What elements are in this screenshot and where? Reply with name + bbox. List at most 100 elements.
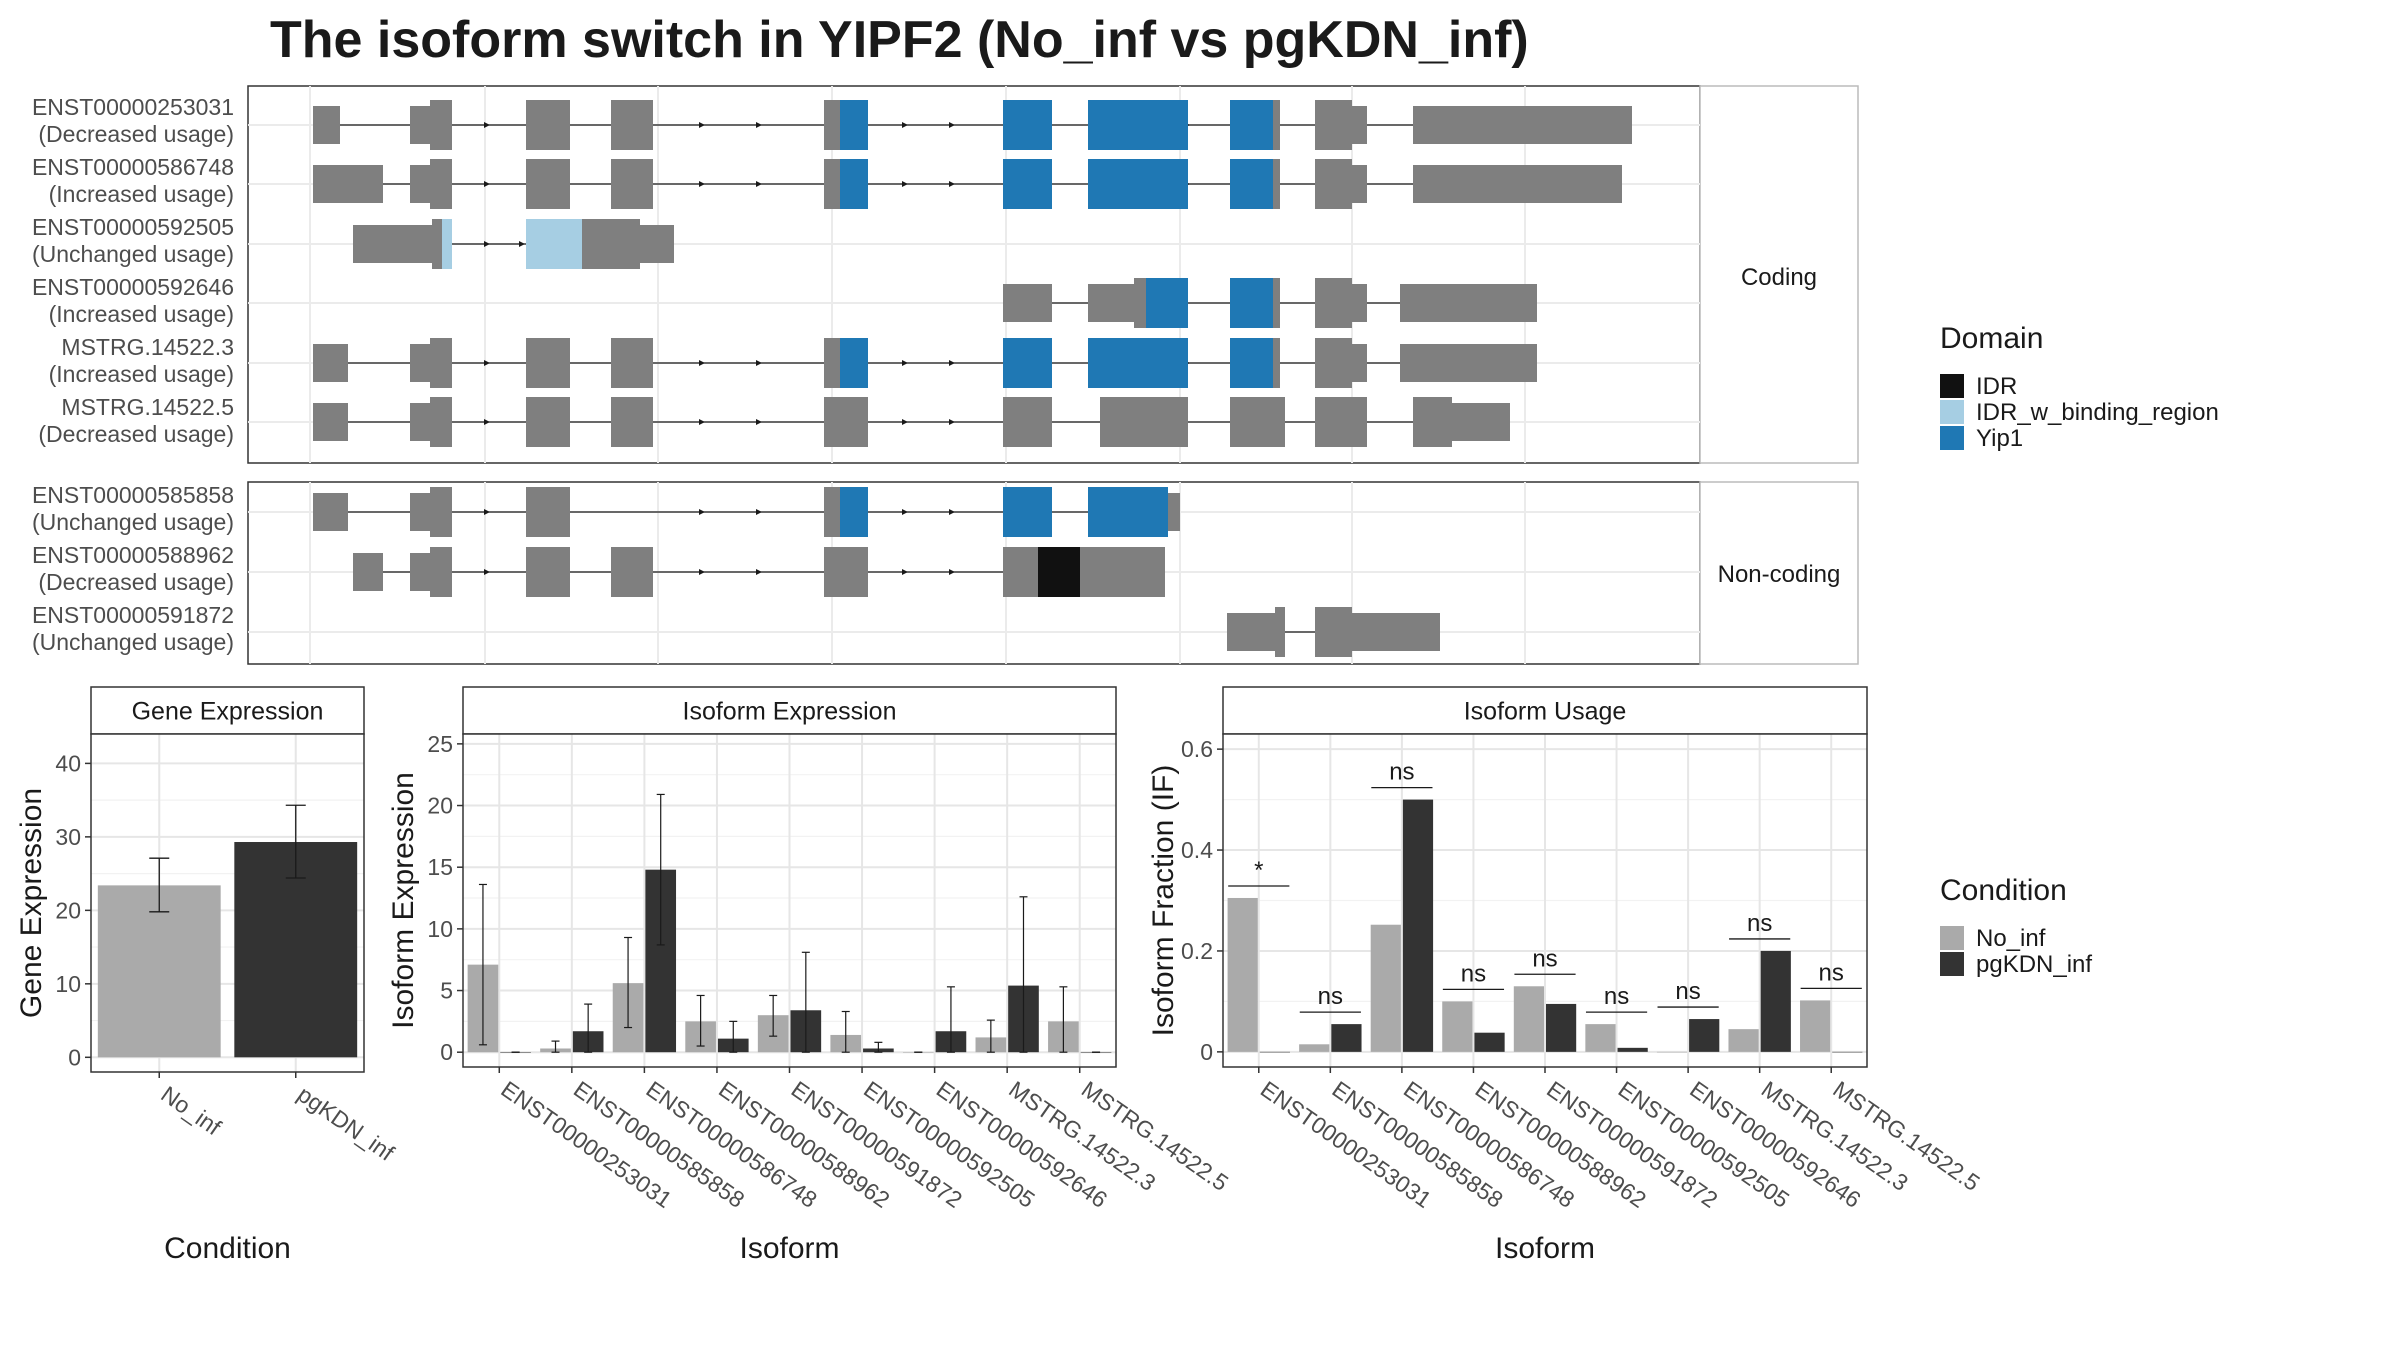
direction-arrow bbox=[902, 181, 908, 187]
isoform-expression-chart: Isoform Expression0510152025ENST00000253… bbox=[387, 686, 1233, 1265]
exon-block bbox=[824, 547, 868, 597]
gene-expression-chart: Gene Expression 0 10 20 30 40 No_inf pgKDN_inf C… bbox=[15, 686, 399, 1265]
direction-arrow bbox=[484, 122, 490, 128]
exon-block bbox=[313, 403, 348, 441]
exon-block bbox=[1003, 159, 1052, 209]
exon-block bbox=[313, 165, 383, 203]
exon-block bbox=[1413, 397, 1452, 447]
exon-block bbox=[1315, 338, 1352, 388]
direction-arrow bbox=[756, 569, 762, 575]
exon-block bbox=[1413, 165, 1622, 203]
transcript-usage-label: (Increased usage) bbox=[49, 361, 234, 387]
exon-block bbox=[1038, 547, 1080, 597]
bar bbox=[1331, 1024, 1362, 1052]
exon-block bbox=[1134, 278, 1146, 328]
chart-strip bbox=[462, 686, 1117, 735]
bar bbox=[1760, 950, 1791, 1052]
legend-title: Domain bbox=[1940, 322, 2043, 355]
legend-swatch bbox=[1940, 426, 1964, 450]
bar bbox=[1832, 1051, 1863, 1053]
direction-arrow bbox=[902, 569, 908, 575]
direction-arrow bbox=[756, 122, 762, 128]
exon-block bbox=[1273, 100, 1280, 150]
legend-label: Yip1 bbox=[1976, 425, 2023, 452]
exon-block bbox=[1003, 284, 1052, 322]
y-tick-label: 0.6 bbox=[1181, 736, 1213, 762]
y-tick-label: 0.2 bbox=[1181, 938, 1213, 964]
exon-block bbox=[1315, 100, 1352, 150]
legend-swatch bbox=[1940, 374, 1964, 398]
direction-arrow bbox=[902, 419, 908, 425]
exon-block bbox=[410, 403, 430, 441]
exon-block bbox=[1146, 278, 1188, 328]
transcript-id-label: ENST00000592505 bbox=[32, 214, 234, 240]
exon-block bbox=[611, 397, 653, 447]
exon-block bbox=[824, 397, 868, 447]
direction-arrow bbox=[756, 181, 762, 187]
exon-block bbox=[1003, 547, 1038, 597]
exon-block bbox=[1230, 100, 1273, 150]
legend-label: No_inf bbox=[1976, 925, 2046, 952]
exon-block bbox=[432, 219, 442, 269]
exon-block bbox=[430, 397, 452, 447]
exon-block bbox=[430, 159, 452, 209]
legend-title: Condition bbox=[1940, 874, 2067, 907]
exon-block bbox=[1230, 397, 1285, 447]
exon-block bbox=[1088, 487, 1168, 537]
exon-block bbox=[1273, 278, 1280, 328]
direction-arrow bbox=[949, 569, 955, 575]
y-tick-label: 5 bbox=[440, 978, 453, 1004]
bar bbox=[1656, 1051, 1688, 1053]
exon-block bbox=[1003, 487, 1052, 537]
chart-strip bbox=[1222, 686, 1868, 735]
y-tick-label: 30 bbox=[55, 824, 81, 850]
legend-swatch bbox=[1940, 400, 1964, 424]
facet-strip-noncoding bbox=[1699, 481, 1859, 665]
exon-block bbox=[430, 487, 452, 537]
direction-arrow bbox=[484, 569, 490, 575]
direction-arrow bbox=[699, 181, 705, 187]
bar bbox=[1513, 986, 1544, 1052]
exon-block bbox=[1230, 159, 1273, 209]
direction-arrow bbox=[902, 360, 908, 366]
exon-block bbox=[410, 106, 430, 144]
exon-block bbox=[1273, 159, 1280, 209]
exon-block bbox=[1080, 547, 1165, 597]
transcript-usage-label: (Increased usage) bbox=[49, 181, 234, 207]
chart-title: Isoform Expression bbox=[683, 698, 897, 726]
chart-frame bbox=[90, 733, 365, 1073]
x-axis-title: Condition bbox=[164, 1232, 291, 1265]
exon-block bbox=[526, 100, 570, 150]
exon-block bbox=[1088, 284, 1134, 322]
bar bbox=[1442, 1001, 1473, 1052]
exon-block bbox=[840, 100, 868, 150]
y-axis-title: Isoform Expression bbox=[387, 772, 420, 1029]
y-tick-label: 0 bbox=[440, 1039, 453, 1065]
transcript-usage-label: (Increased usage) bbox=[49, 301, 234, 327]
transcript-id-label: MSTRG.14522.5 bbox=[61, 394, 234, 420]
y-axis-title: Gene Expression bbox=[15, 788, 48, 1018]
exon-block bbox=[1452, 403, 1510, 441]
transcript-id-label: ENST00000585858 bbox=[32, 482, 234, 508]
exon-block bbox=[410, 493, 430, 531]
exon-block bbox=[353, 225, 432, 263]
transcript-id-label: ENST00000591872 bbox=[32, 602, 234, 628]
chart-title: Gene Expression bbox=[132, 698, 324, 726]
facet-strip-coding bbox=[1699, 85, 1859, 464]
legend-swatch bbox=[1940, 926, 1964, 950]
bar bbox=[1227, 897, 1258, 1052]
exon-block bbox=[611, 159, 653, 209]
exon-block bbox=[1088, 159, 1188, 209]
exon-block bbox=[1088, 338, 1188, 388]
exon-block bbox=[1352, 106, 1367, 144]
figure-title: The isoform switch in YIPF2 (No_inf vs p… bbox=[270, 11, 1529, 69]
legend-label: IDR bbox=[1976, 373, 2017, 400]
exon-block bbox=[526, 547, 570, 597]
exon-block bbox=[611, 338, 653, 388]
exon-block bbox=[442, 219, 452, 269]
chart-title: Isoform Usage bbox=[1464, 698, 1627, 726]
exon-block bbox=[1230, 278, 1273, 328]
bar bbox=[1617, 1047, 1648, 1052]
